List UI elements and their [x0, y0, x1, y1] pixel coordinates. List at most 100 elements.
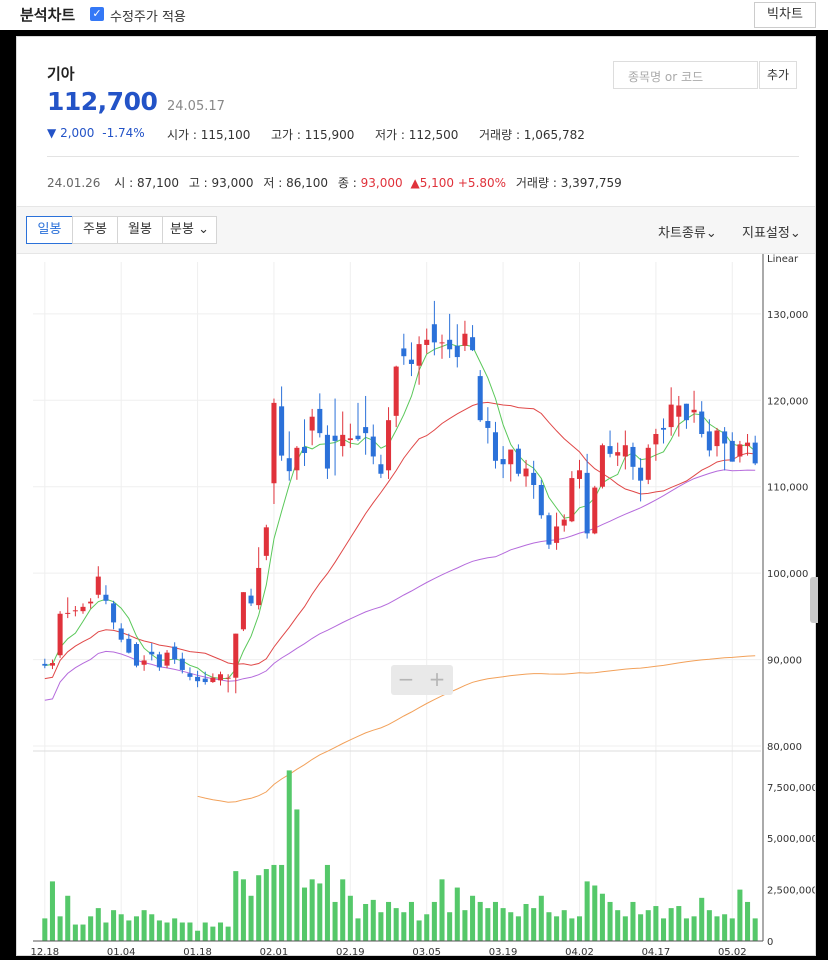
candle-body [309, 416, 315, 431]
symbol-search-input[interactable]: 종목명 or 코드 [613, 61, 758, 89]
volume-bar [424, 914, 430, 941]
volume-bar [95, 908, 101, 941]
volume-bar [706, 910, 712, 941]
candle-body [378, 464, 384, 474]
candle-body [179, 658, 185, 670]
big-chart-button[interactable]: 빅차트 [754, 2, 816, 28]
price-tick-label: 120,000 [767, 396, 808, 407]
stock-chart[interactable]: Linear 130,000 120,000 110,000 100,000 90,000… [17, 254, 815, 957]
candle-body [401, 348, 407, 357]
high-price: 고가 : 115,900 [271, 128, 355, 142]
chevron-down-icon: ⌄ [789, 226, 801, 241]
side-panel-handle[interactable] [810, 577, 818, 623]
hover-close: 종 : 93,000 [337, 176, 403, 190]
volume-bar [386, 901, 392, 941]
tab-daily[interactable]: 일봉 [26, 216, 73, 244]
volume-bar [88, 916, 94, 941]
candle-body [561, 519, 567, 526]
candle-body [408, 359, 414, 364]
volume-bar [248, 895, 254, 941]
tab-monthly[interactable]: 월봉 [117, 216, 163, 244]
candle-body [256, 567, 262, 606]
volume-bar [263, 869, 269, 941]
adjusted-price-label[interactable]: 수정주가 적용 [110, 10, 186, 25]
tab-minute[interactable]: 분봉 ⌄ [162, 216, 217, 244]
volume-bar [324, 864, 330, 941]
quote-date: 24.05.17 [167, 99, 225, 114]
candle-body [355, 435, 361, 440]
candle-body [393, 366, 399, 416]
candle-body [454, 345, 460, 358]
ma60-line [44, 469, 756, 701]
volume-bar [622, 916, 628, 941]
candle-body [668, 404, 674, 428]
volume-bar [599, 893, 605, 941]
volume-bar [347, 895, 353, 941]
volume-bar [523, 904, 529, 941]
volume-bar [492, 901, 498, 941]
volume-bar [240, 879, 246, 941]
candle-body [477, 376, 483, 421]
price-tick-label: 110,000 [767, 483, 808, 494]
change-amount: 2,000 [60, 126, 95, 140]
adjusted-price-checkbox[interactable]: ✓ [90, 7, 104, 21]
candle-body [57, 613, 63, 656]
candle-body [286, 458, 292, 472]
candle-body [187, 673, 193, 677]
volume-bar [554, 916, 560, 941]
volume-bar [187, 922, 193, 941]
scale-label: Linear [767, 254, 799, 265]
zoom-in-button[interactable]: + [428, 667, 446, 691]
tab-weekly[interactable]: 주봉 [72, 216, 118, 244]
candle-body [340, 434, 346, 447]
price-tick-label: 130,000 [767, 310, 808, 321]
candle-body [164, 652, 170, 666]
change-percent: -1.74% [102, 126, 145, 140]
hover-open: 시 : 87,100 [114, 176, 179, 190]
candle-body [65, 612, 71, 614]
volume-bar [401, 912, 407, 941]
chart-type-menu[interactable]: 차트종류⌄ [658, 226, 717, 241]
candle-body [729, 440, 735, 462]
candle-body [416, 344, 422, 366]
volume-bar [737, 889, 743, 941]
volume-bar [49, 881, 55, 941]
period-toolbar: 일봉 주봉 월봉 분봉 ⌄ 차트종류⌄ 지표설정⌄ [17, 206, 815, 254]
candle-body [271, 402, 277, 484]
volume-bar [683, 918, 689, 941]
volume-bar [477, 901, 483, 941]
volume-bar [72, 924, 78, 941]
volume-bar [699, 897, 705, 941]
volume-bar [676, 906, 682, 941]
candle-body [722, 431, 728, 444]
candle-body [324, 434, 330, 469]
candlestick-series [42, 300, 758, 694]
volume-bar [408, 901, 414, 941]
candle-body [462, 333, 468, 346]
candle-body [538, 484, 544, 516]
volume-bar [576, 916, 583, 941]
candle-body [447, 339, 453, 350]
candle-body [126, 638, 132, 653]
candle-body [133, 644, 139, 666]
hover-low: 저 : 86,100 [263, 176, 329, 190]
ma5-line [44, 343, 756, 680]
zoom-out-button[interactable]: − [397, 667, 415, 691]
date-tick-label: 02.19 [336, 947, 365, 957]
volume-bar [233, 871, 239, 941]
date-tick-label: 02.01 [260, 947, 289, 957]
volume-bar [752, 918, 758, 941]
candle-body [111, 603, 117, 623]
chevron-down-icon: ⌄ [198, 222, 209, 237]
volume-bars [42, 770, 758, 941]
volume-bar [653, 906, 659, 941]
add-symbol-button[interactable]: 추가 [759, 61, 797, 89]
indicator-settings-menu[interactable]: 지표설정⌄ [742, 226, 801, 241]
volume-bar [286, 770, 292, 941]
volume-bar [302, 887, 308, 941]
candle-body [699, 411, 705, 434]
candle-body [745, 442, 751, 447]
volume-bar [340, 879, 346, 941]
volume-bar [217, 922, 224, 941]
volume-bar [607, 901, 613, 941]
